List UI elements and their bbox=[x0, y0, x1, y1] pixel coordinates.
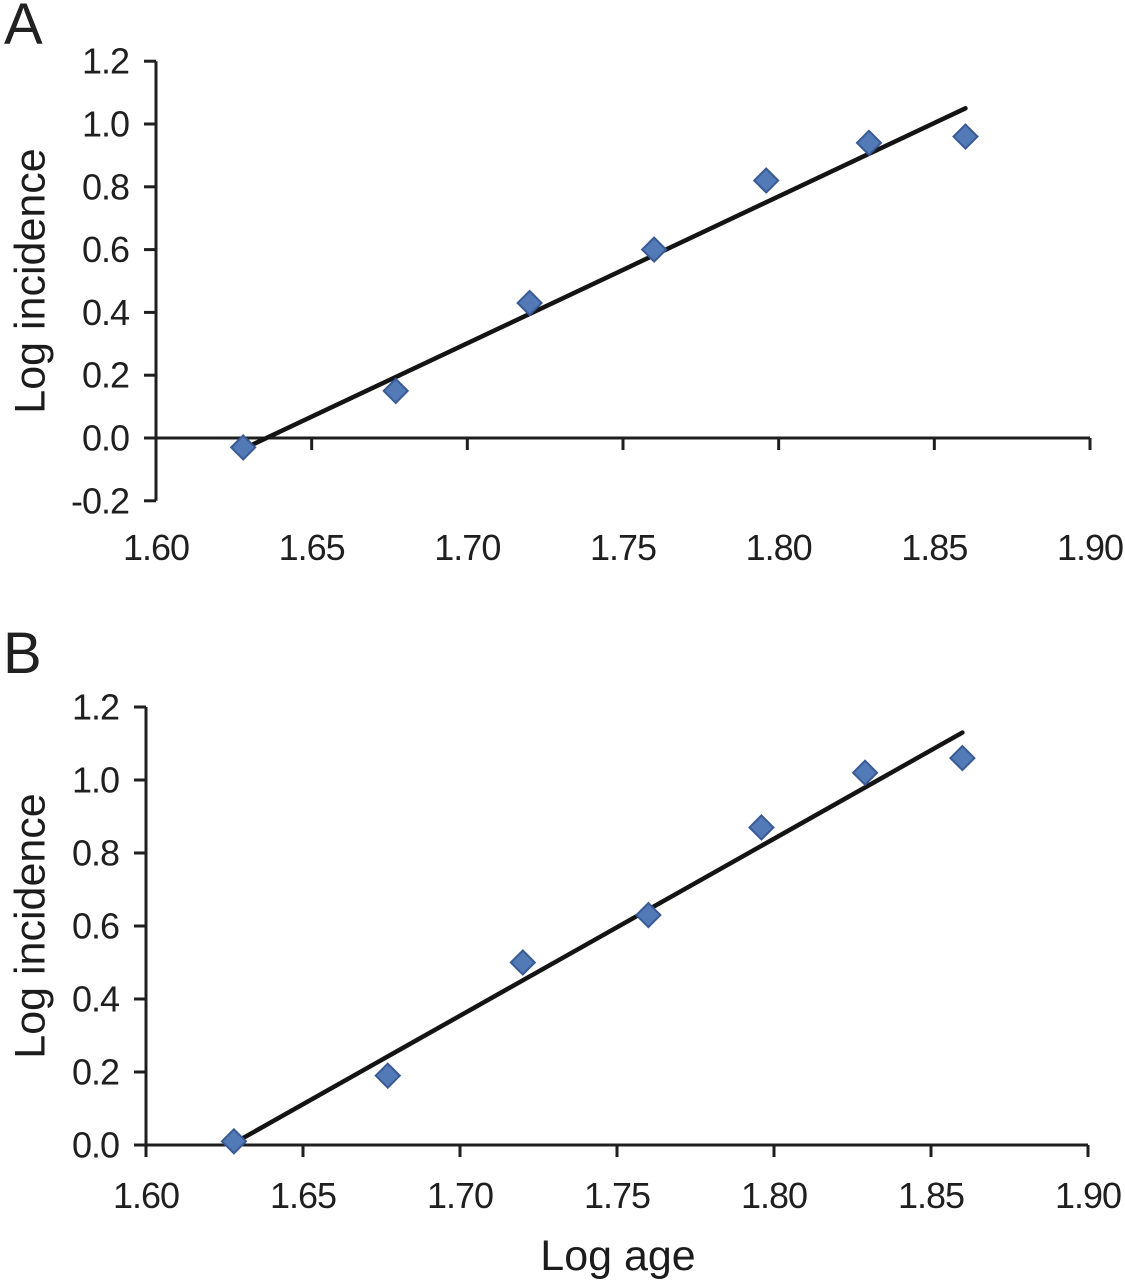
data-point bbox=[748, 814, 775, 841]
x-tick-label: 1.80 bbox=[746, 527, 812, 568]
data-point bbox=[374, 1062, 402, 1090]
x-tick-label: 1.75 bbox=[590, 527, 656, 568]
x-tick-label: 1.60 bbox=[113, 1175, 179, 1216]
y-tick-label: 0.8 bbox=[82, 166, 129, 207]
y-tick-label: 0.0 bbox=[72, 1125, 119, 1166]
x-axis-title: Log age bbox=[540, 1232, 696, 1280]
y-tick-label: 0.2 bbox=[72, 1052, 119, 1093]
x-tick-label: 1.65 bbox=[279, 527, 345, 568]
y-tick-label: 1.2 bbox=[72, 687, 119, 728]
data-point bbox=[851, 759, 879, 787]
data-point bbox=[948, 744, 976, 772]
data-point bbox=[509, 949, 537, 976]
panel-a-label: A bbox=[4, 0, 43, 57]
y-tick-label: 0.6 bbox=[72, 906, 119, 947]
trendline bbox=[240, 106, 968, 452]
y-tick-label: 0.4 bbox=[72, 979, 119, 1020]
panel-b-label: B bbox=[3, 621, 42, 686]
data-point bbox=[634, 901, 662, 929]
y-tick-label: 0.8 bbox=[72, 833, 119, 874]
x-tick-label: 1.90 bbox=[1057, 527, 1123, 568]
x-tick-label: 1.85 bbox=[898, 1175, 964, 1216]
data-point bbox=[220, 1127, 248, 1155]
trendline bbox=[231, 730, 965, 1146]
y-tick-label: 0.2 bbox=[82, 355, 129, 396]
y-tick-label: 0.6 bbox=[82, 229, 129, 270]
y-tick-label: 0.0 bbox=[82, 418, 129, 459]
x-tick-label: 1.75 bbox=[584, 1175, 650, 1216]
x-tick-label: 1.90 bbox=[1055, 1175, 1121, 1216]
y-tick-label: 1.2 bbox=[82, 41, 129, 82]
y-tick-label: 1.0 bbox=[72, 760, 119, 801]
y-tick-label: 0.4 bbox=[82, 292, 129, 333]
data-point bbox=[382, 377, 410, 405]
x-tick-label: 1.80 bbox=[741, 1175, 807, 1216]
y-tick-label: 1.0 bbox=[82, 104, 129, 145]
x-tick-label: 1.60 bbox=[123, 527, 189, 568]
x-tick-label: 1.70 bbox=[427, 1175, 493, 1216]
data-point bbox=[752, 167, 780, 194]
x-tick-label: 1.85 bbox=[901, 527, 967, 568]
x-tick-label: 1.70 bbox=[434, 527, 500, 568]
x-tick-label: 1.65 bbox=[270, 1175, 336, 1216]
data-point bbox=[952, 123, 979, 150]
y-tick-label: -0.2 bbox=[71, 480, 129, 521]
data-point bbox=[640, 236, 668, 264]
data-point bbox=[855, 129, 883, 157]
data-point bbox=[516, 289, 544, 317]
data-point bbox=[229, 434, 257, 461]
